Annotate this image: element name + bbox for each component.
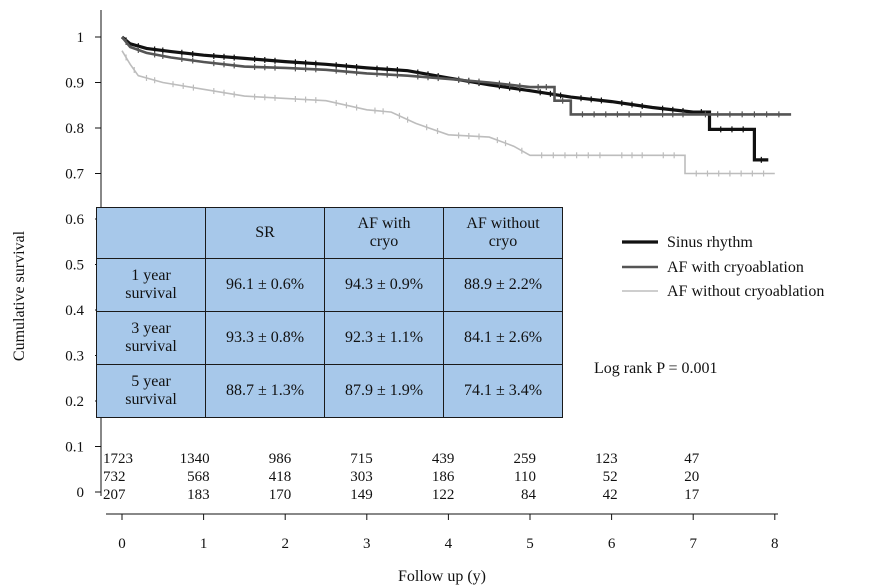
y-tick-label: 0.3 — [65, 349, 84, 365]
survival-table-row-label: 1 year survival — [96, 258, 206, 312]
at-risk-number: 123 — [595, 451, 618, 467]
legend-entry: AF without cryoablation — [667, 283, 824, 300]
at-risk-number: 170 — [269, 487, 292, 503]
legend: Sinus rhythm AF with cryoablation AF witho… — [622, 234, 824, 300]
legend-entry: AF with cryoablation — [667, 259, 804, 276]
at-risk-number: 418 — [269, 469, 292, 485]
y-tick-label: 0.4 — [65, 303, 84, 319]
survival-table-row-label: 3 year survival — [96, 311, 206, 365]
survival-table-corner — [96, 207, 206, 259]
at-risk-number: 122 — [432, 487, 455, 503]
at-risk-number: 186 — [432, 469, 455, 485]
x-tick-label: 3 — [363, 536, 371, 552]
y-tick-label: 0.5 — [65, 258, 84, 274]
survival-table-cell: 84.1 ± 2.6% — [443, 311, 563, 365]
y-tick-label: 1 — [77, 30, 85, 46]
y-axis-label: Cumulative survival — [11, 230, 28, 361]
at-risk-number: 52 — [603, 469, 618, 485]
survival-table-row-label: 5 year survival — [96, 364, 206, 418]
survival-table-header-cell: SR — [205, 207, 325, 259]
at-risk-number: 20 — [684, 469, 699, 485]
survival-table-header-cell: AF with cryo — [324, 207, 444, 259]
at-risk-number: 183 — [187, 487, 210, 503]
series-line-3 — [121, 50, 775, 175]
survival-table-cell: 74.1 ± 3.4% — [443, 364, 563, 418]
legend-entry: Sinus rhythm — [667, 234, 753, 251]
survival-table-cell: 88.9 ± 2.2% — [443, 258, 563, 312]
x-tick-label: 2 — [281, 536, 289, 552]
at-risk-number: 568 — [187, 469, 210, 485]
survival-table-row: 5 year survival 88.7 ± 1.3% 87.9 ± 1.9% 7… — [96, 364, 563, 418]
x-tick-label: 5 — [526, 536, 534, 552]
x-tick-label: 0 — [118, 536, 126, 552]
log-rank-annotation: Log rank P = 0.001 — [594, 360, 718, 377]
at-risk-number: 42 — [603, 487, 618, 503]
survival-table-header: SR AF with cryo AF without cryo — [96, 207, 563, 259]
at-risk-number: 303 — [350, 469, 373, 485]
at-risk-number: 1723 — [103, 451, 133, 467]
axes: 00.10.20.30.40.50.60.70.80.910 1 2 3 4 5 6 7 8 — [65, 10, 779, 552]
at-risk-number: 259 — [514, 451, 537, 467]
y-tick-label: 0.2 — [65, 394, 84, 410]
survival-table-cell: 87.9 ± 1.9% — [324, 364, 444, 418]
series-line-1 — [120, 35, 769, 162]
y-tick-label: 0 — [77, 485, 85, 501]
number-at-risk: 1723 1340 986 715 439 259 123 47 732 568 418 303 186… — [103, 451, 700, 503]
survival-table-row: 3 year survival 93.3 ± 0.8% 92.3 ± 1.1% 8… — [96, 311, 563, 365]
y-tick-label: 0.9 — [65, 76, 84, 92]
at-risk-number: 207 — [103, 487, 126, 503]
survival-table-cell: 96.1 ± 0.6% — [205, 258, 325, 312]
at-risk-number: 149 — [350, 487, 373, 503]
at-risk-number: 732 — [103, 469, 126, 485]
survival-table-cell: 92.3 ± 1.1% — [324, 311, 444, 365]
series-layer — [120, 35, 792, 177]
series-line-2 — [120, 36, 792, 116]
survival-table-header-cell: AF without cryo — [443, 207, 563, 259]
at-risk-number: 1340 — [180, 451, 210, 467]
at-risk-number: 17 — [684, 487, 700, 503]
x-tick-label: 6 — [608, 536, 616, 552]
y-tick-label: 0.1 — [65, 440, 84, 456]
at-risk-number: 715 — [350, 451, 373, 467]
x-tick-label: 1 — [200, 536, 208, 552]
at-risk-number: 110 — [514, 469, 536, 485]
survival-table: SR AF with cryo AF without cryo 1 year surv… — [96, 207, 563, 418]
survival-table-row: 1 year survival 96.1 ± 0.6% 94.3 ± 0.9% 8… — [96, 258, 563, 312]
survival-table-cell: 88.7 ± 1.3% — [205, 364, 325, 418]
x-tick-label: 4 — [445, 536, 453, 552]
y-tick-label: 0.6 — [65, 212, 84, 228]
at-risk-number: 47 — [684, 451, 700, 467]
y-tick-label: 0.7 — [65, 167, 84, 183]
at-risk-number: 84 — [521, 487, 537, 503]
survival-table-cell: 93.3 ± 0.8% — [205, 311, 325, 365]
x-tick-label: 8 — [771, 536, 779, 552]
x-axis-label: Follow up (y) — [398, 568, 486, 585]
survival-table-cell: 94.3 ± 0.9% — [324, 258, 444, 312]
x-tick-label: 7 — [689, 536, 697, 552]
at-risk-number: 439 — [432, 451, 455, 467]
at-risk-number: 986 — [269, 451, 292, 467]
y-tick-label: 0.8 — [65, 121, 84, 137]
